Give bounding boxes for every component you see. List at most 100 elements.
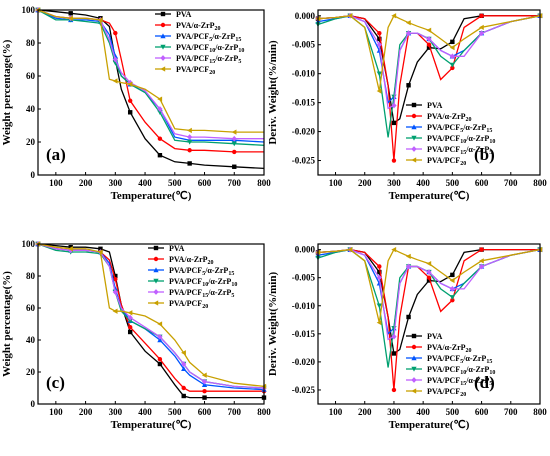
panel-label: (c) [46,373,65,392]
data-point [376,41,382,48]
legend-marker [411,113,417,119]
plot-frame [37,9,265,176]
x-tick-label: 400 [138,178,152,188]
legend-entry: PVA/PCF5/α-ZrP15 [427,354,492,365]
x-tick-label: 400 [416,178,430,188]
data-point [478,24,484,31]
series-line-6 [317,14,541,92]
x-tick-label: 700 [504,407,518,417]
legend-entry: PVA [427,101,443,110]
data-point [391,333,397,340]
data-point [187,148,192,153]
data-point [426,45,432,50]
x-tick-label: 100 [329,407,343,417]
data-point [478,258,484,264]
legend: PVA PVA/α-ZrP20PVA/PCF5/α-ZrP15PVA/PCF10/… [155,10,244,76]
legend-marker [411,135,417,141]
data-point [127,314,133,321]
legend-marker [411,377,417,383]
data-point [391,158,397,163]
data-point [201,372,207,378]
y-axis-label: Weight percentage(%) [1,271,13,377]
y-axis-label: Deriv. Weight(%/min) [267,40,279,145]
data-point [479,13,484,18]
data-point [231,129,237,135]
chart-panel-a: 100 200 300 400 500 600 700 800 0 20 40 60 80 100 Temp… [1,5,271,202]
data-point [377,36,382,42]
data-point [127,310,133,316]
x-tick-label: 300 [387,407,401,417]
y-tick-label: 60 [26,71,36,81]
x-tick-label: 500 [168,407,182,417]
y-tick-label: 100 [22,239,36,249]
data-point [426,42,432,47]
legend-marker [411,102,417,108]
y-tick-label: -0.010 [292,301,316,311]
y-tick-label: -0.025 [292,385,316,395]
data-point [112,56,118,63]
data-point [391,387,397,393]
data-point [187,139,193,145]
legend-entry: PVA/PCF15/α-ZrP5 [169,288,234,299]
data-point [406,314,411,320]
data-point [157,96,163,102]
y-tick-label: 20 [26,137,36,147]
y-tick-label: 80 [26,38,36,48]
data-point [391,120,397,126]
data-point [391,246,397,253]
data-point [127,325,133,330]
x-tick-label: 400 [416,407,430,417]
data-point [181,361,187,367]
series-line-4 [37,9,265,146]
x-tick-label: 300 [109,407,123,417]
panel-label: (d) [474,373,495,392]
legend-marker [153,267,159,273]
data-point [426,269,432,275]
legend-entry: PVA [427,332,443,341]
y-axis-label: Deriv. Weight(%/min) [267,272,279,377]
chart-panel-c: 100 200 300 400 500 600 700 800 0 20 40 60 80 100 Temp… [1,239,271,431]
data-point [112,286,118,291]
panel-label: (b) [474,145,495,164]
legend-marker [160,33,166,39]
legend-entry: PVA/PCF20 [169,299,208,310]
y-tick-label: 40 [26,335,36,345]
legend-marker [153,278,159,284]
data-point [202,389,207,394]
data-point [127,318,133,324]
y-tick-label: 40 [26,104,36,114]
data-point [376,274,382,281]
x-tick-label: 800 [257,407,271,417]
legend: PVA PVA/α-ZrP20PVA/PCF5/α-ZrP15PVA/PCF10/… [148,244,237,310]
series-line-6 [37,9,264,133]
legend-marker [411,146,417,152]
legend-entry: PVA [169,244,185,253]
y-tick-label: 0.000 [295,245,316,255]
data-point [201,382,208,387]
data-point [406,83,411,88]
plot-frame [317,9,541,176]
x-tick-label: 800 [257,178,271,188]
data-point [478,263,485,270]
data-point [157,321,163,327]
data-point [187,134,193,140]
data-point [449,277,455,284]
series-line-3 [37,9,265,143]
data-point [112,308,118,314]
data-point [232,149,237,155]
legend-entry: PVA [176,10,192,19]
data-point [113,277,118,282]
x-tick-label: 700 [504,178,518,188]
data-point [376,71,382,77]
data-point [127,110,133,115]
legend-entry: PVA/PCF5/α-ZrP15 [169,266,234,277]
y-axis-label: Weight percentage(%) [1,39,13,145]
data-point [450,272,455,278]
x-tick-label: 500 [168,178,182,188]
data-point [187,127,192,134]
x-tick-label: 800 [533,178,547,188]
legend-marker [153,245,159,251]
data-point [376,88,382,94]
legend-entry: PVA/PCF20 [427,387,466,398]
legend-entry: PVA/PCF10/α-ZrP10 [427,365,495,376]
